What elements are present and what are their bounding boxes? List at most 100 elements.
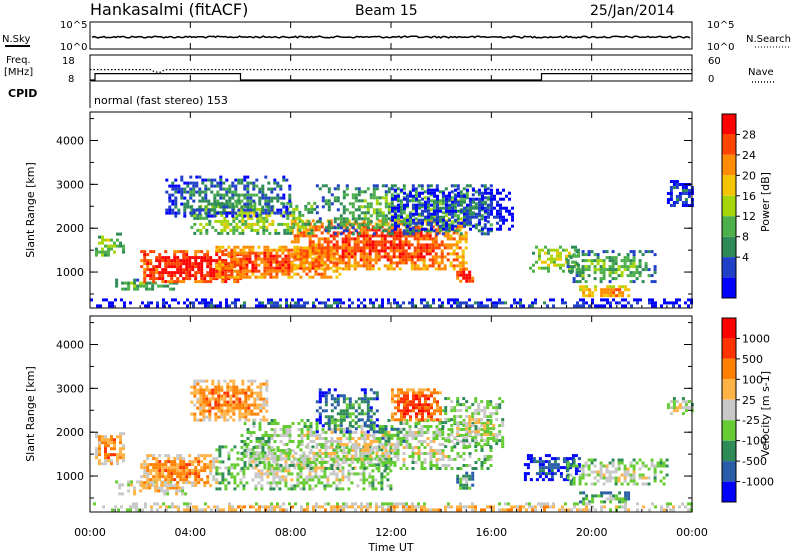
data-cell (455, 252, 459, 256)
data-cell (295, 216, 299, 220)
data-cell (458, 228, 462, 232)
data-cell (289, 228, 293, 232)
data-cell (317, 264, 321, 268)
data-cell (369, 458, 373, 461)
data-cell (214, 228, 218, 232)
data-cell (332, 264, 336, 268)
data-cell (133, 486, 137, 490)
data-cell (336, 461, 340, 464)
data-cell (377, 243, 381, 247)
data-cell (612, 294, 616, 298)
data-cell (342, 412, 346, 416)
data-cell (406, 224, 409, 228)
data-cell (357, 214, 361, 218)
data-cell (288, 187, 292, 191)
data-cell (335, 478, 339, 482)
data-cell (372, 464, 376, 467)
data-cell (365, 261, 369, 265)
data-cell (402, 229, 406, 233)
data-cell (287, 275, 291, 279)
data-cell (284, 257, 288, 261)
data-cell (597, 304, 600, 308)
data-cell (218, 263, 222, 267)
data-cell (271, 210, 275, 214)
data-cell (275, 257, 279, 261)
data-cell (161, 466, 165, 470)
data-cell (427, 221, 430, 225)
data-cell (286, 225, 290, 229)
data-cell (266, 266, 270, 270)
data-cell (381, 425, 385, 428)
data-cell (397, 224, 400, 228)
data-cell (427, 200, 430, 204)
data-cell (270, 190, 274, 194)
data-cell (115, 281, 119, 285)
data-cell (666, 192, 670, 195)
data-cell (471, 467, 475, 470)
data-cell (375, 202, 379, 206)
data-cell (348, 428, 352, 431)
data-cell (433, 209, 436, 213)
data-cell (263, 248, 267, 252)
data-cell (324, 431, 328, 434)
data-cell (438, 428, 442, 431)
data-cell (465, 267, 469, 271)
data-cell (303, 301, 306, 305)
data-cell (333, 418, 337, 422)
data-cell (414, 223, 418, 227)
data-cell (245, 448, 249, 452)
data-cell (278, 245, 282, 249)
data-cell (483, 406, 487, 410)
data-cell (465, 205, 469, 209)
data-cell (206, 265, 210, 269)
data-cell (279, 434, 283, 437)
data-cell (407, 243, 411, 247)
data-cell (229, 222, 233, 226)
data-cell (402, 217, 406, 221)
data-cell (387, 452, 391, 455)
data-cell (565, 260, 568, 264)
data-cell (471, 276, 475, 280)
data-cell (203, 280, 207, 284)
data-cell (221, 245, 225, 249)
data-cell (332, 246, 336, 250)
data-cell (465, 184, 469, 188)
data-cell (381, 223, 385, 227)
data-cell (452, 258, 456, 262)
data-cell (472, 212, 475, 216)
data-cell (293, 466, 297, 470)
data-cell (163, 489, 167, 493)
data-cell (417, 440, 421, 443)
data-cell (308, 472, 312, 476)
data-cell (143, 277, 147, 281)
data-cell (180, 187, 184, 191)
data-cell (366, 415, 370, 419)
data-cell (453, 298, 456, 302)
data-cell (423, 440, 427, 443)
data-cell (374, 231, 378, 235)
data-cell (300, 434, 304, 437)
data-cell (261, 304, 264, 308)
data-cell (233, 269, 237, 273)
data-cell (267, 196, 271, 200)
data-cell (408, 431, 412, 434)
data-cell (669, 192, 673, 195)
data-cell (320, 475, 324, 479)
data-cell (336, 184, 340, 188)
data-cell (200, 277, 204, 281)
data-cell (266, 251, 270, 255)
data-cell (199, 222, 203, 226)
data-cell (164, 268, 168, 272)
data-cell (194, 478, 198, 482)
data-cell (345, 458, 349, 461)
data-cell (375, 397, 379, 401)
data-cell (99, 304, 102, 308)
data-cell (221, 259, 225, 263)
data-cell (351, 403, 355, 407)
data-cell (431, 243, 435, 247)
data-cell (357, 199, 361, 203)
data-cell (252, 452, 256, 455)
data-cell (212, 475, 216, 479)
data-cell (441, 223, 445, 227)
data-cell (218, 275, 222, 279)
